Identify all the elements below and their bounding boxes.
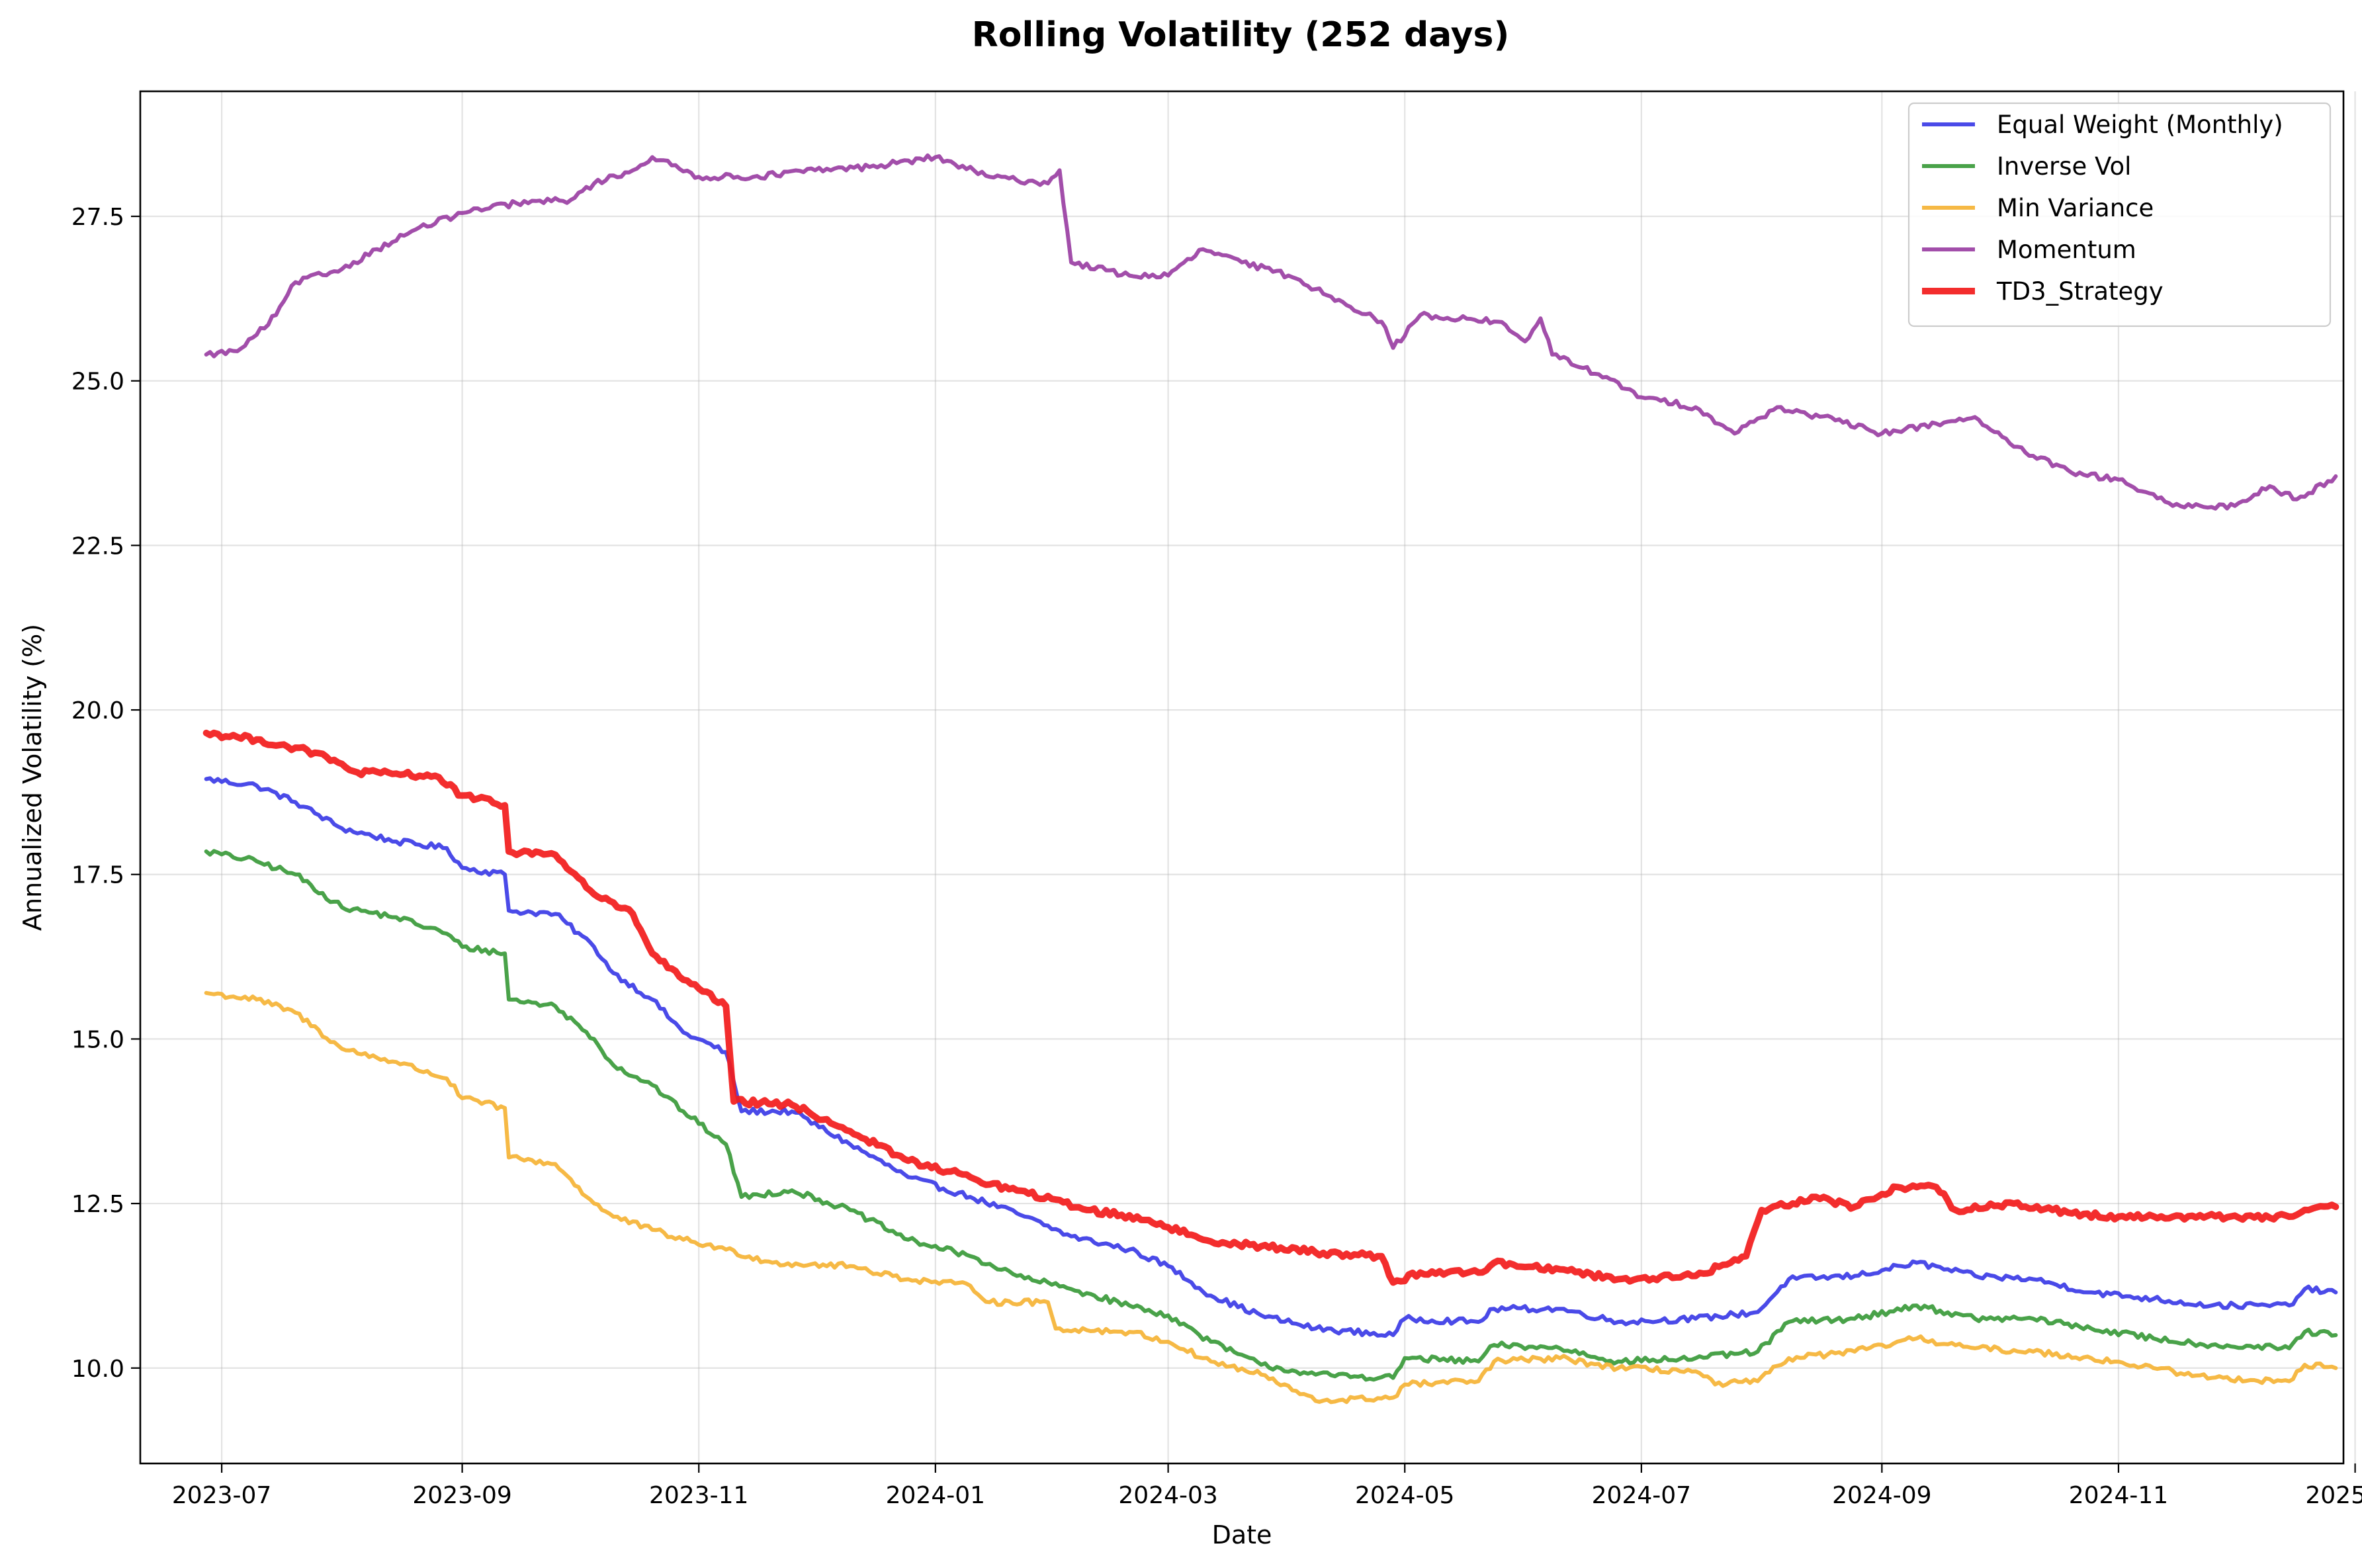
x-tick-label: 2024-03 [1118,1482,1217,1509]
legend-label: Momentum [1997,236,2136,264]
plot-frame [139,90,2345,1465]
x-tick-label: 2023-11 [649,1482,748,1509]
legend-label: Equal Weight (Monthly) [1997,110,2283,139]
x-tick-label: 2024-01 [886,1482,985,1509]
x-axis-label: Date [1212,1520,1272,1549]
legend-label: Min Variance [1997,194,2154,222]
series-line-3 [204,153,2338,511]
y-tick-label: 27.5 [71,204,124,231]
chart-title: Rolling Volatility (252 days) [972,15,1510,55]
y-axis-label: Annualized Volatility (%) [18,624,47,931]
x-tick-label: 2023-07 [172,1482,271,1509]
legend: Equal Weight (Monthly) Inverse Vol Min Var… [1907,102,2332,327]
legend-label: TD3_Strategy [1996,277,2164,306]
x-tick-label: 2024-11 [2069,1482,2168,1509]
y-tick-label: 17.5 [71,862,124,889]
y-tick-label: 20.0 [71,697,124,724]
y-tick-label: 10.0 [71,1356,124,1383]
x-tick-label: 2023-09 [412,1482,511,1509]
x-tick-label: 2025-01 [2305,1482,2362,1509]
series-line-4 [202,729,2340,1286]
series-line-0 [204,776,2338,1338]
y-tick-label: 12.5 [71,1191,124,1218]
x-tick-label: 2024-09 [1832,1482,1931,1509]
y-tick-label: 25.0 [71,369,124,396]
tick-layer: 2023-07 2023-09 2023-11 2024-01 2024-03 2024-… [71,204,2362,1509]
legend-box [1907,102,2332,327]
x-tick-label: 2024-05 [1355,1482,1454,1509]
y-tick-label: 15.0 [71,1026,124,1053]
x-tick-label: 2024-07 [1592,1482,1691,1509]
legend-label: Inverse Vol [1997,152,2131,181]
series-line-2 [204,990,2338,1405]
y-tick-label: 22.5 [71,533,124,560]
series-layer [202,153,2340,1405]
series-line-1 [204,849,2338,1382]
